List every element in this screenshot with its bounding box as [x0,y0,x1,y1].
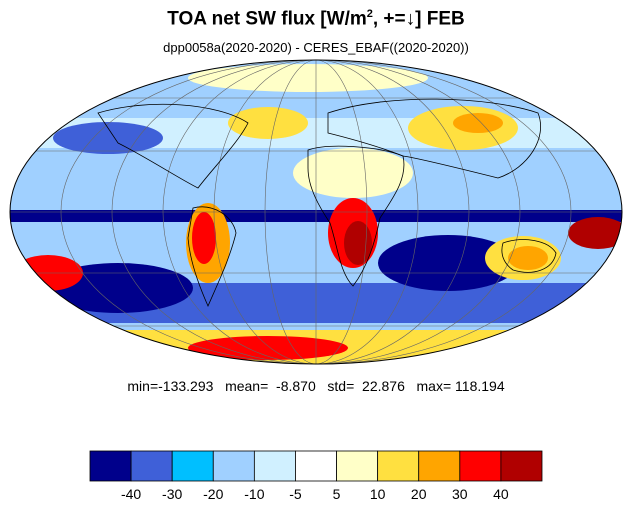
colorbar-swatch [418,450,461,482]
patch-indian-ocean [378,235,518,291]
patch-asia-core [453,113,503,133]
patch-africa-core [344,221,372,265]
colorbar-swatch [212,450,255,482]
colorbar-tick-label: 10 [369,486,386,502]
colorbar [89,450,543,482]
colorbar-tick-label: -10 [244,486,265,502]
plot-subtitle: dpp0058a(2020-2020) - CERES_EBAF((2020-2… [163,40,469,55]
colorbar-swatch [253,450,296,482]
colorbar-tick-label: -20 [203,486,224,502]
colorbar-tick-label: -30 [162,486,183,502]
patch-sahara [293,148,413,198]
colorbar-tick-label: -5 [289,486,302,502]
colorbar-tick-label: 5 [332,486,341,502]
colorbar-swatch [377,450,420,482]
colorbar-tick-label: -40 [120,486,142,502]
patch-australia-core [508,246,548,270]
colorbar-swatch [295,450,337,482]
patch-north-atlantic [228,107,308,139]
colorbar-swatch [459,450,502,482]
patch-west-pacific [568,217,622,249]
colorbar-swatch [336,450,379,482]
colorbar-tick-label: 30 [452,486,468,502]
stats-line: min=-133.293 mean= -8.870 std= 22.876 ma… [127,378,505,394]
colorbar-swatch [171,450,214,482]
coastlines [97,98,557,307]
colorbar-tick-label: 40 [493,486,509,502]
patch-antarctic-core [188,336,348,360]
colorbar-swatch [130,450,173,482]
patch-north-pacific [53,122,163,154]
colorbar-swatch [500,450,543,482]
colorbar-swatch [89,450,132,482]
patch-south-america-core [192,212,216,264]
plot-title: TOA net SW flux [W/m2, +=↓] FEB [167,8,465,30]
patch-arctic [188,64,428,92]
colorbar-tick-label: 20 [410,486,427,502]
world-map-mollweide [9,59,623,365]
map-border [9,59,623,365]
